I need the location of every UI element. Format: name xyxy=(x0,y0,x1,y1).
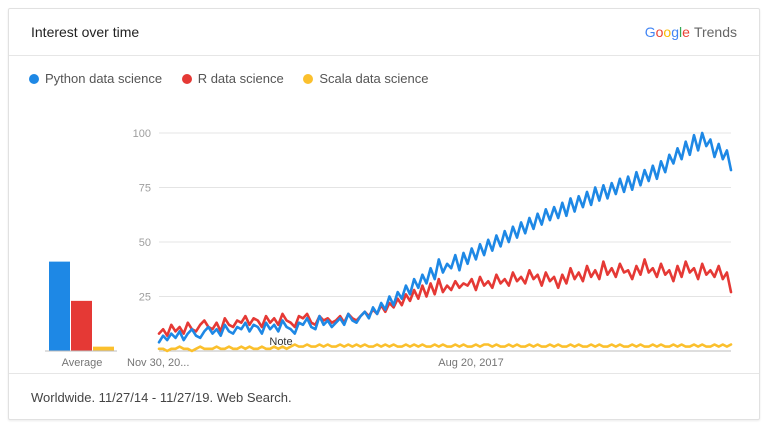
logo-letter: G xyxy=(644,24,656,40)
x-tick-label: Nov 30, 20... xyxy=(127,357,189,369)
chart-plot: 25 50 75 100 Note Nov 30, 20... Aug 20, 2017 Av… xyxy=(45,128,733,369)
trends-card: Interest over time Google Trends Python d… xyxy=(8,8,760,420)
average-bar-2 xyxy=(93,346,114,351)
logo-letter: l xyxy=(679,24,683,40)
note-annotation: Note xyxy=(269,336,292,348)
card-header: Interest over time Google Trends xyxy=(9,9,759,56)
logo-letter: o xyxy=(663,24,672,40)
series-line-2 xyxy=(157,343,733,353)
logo-letter: o xyxy=(655,24,664,40)
y-tick-label: 50 xyxy=(139,237,151,249)
logo-letter: e xyxy=(682,24,690,40)
legend-dot-icon xyxy=(303,74,314,84)
legend-dot-icon xyxy=(181,74,192,84)
chart-legend: Python data science R data science Scala… xyxy=(29,71,444,86)
legend-label: Scala data science xyxy=(319,71,429,86)
y-tick-label: 25 xyxy=(139,292,151,304)
y-tick-label: 75 xyxy=(139,183,151,195)
card-title: Interest over time xyxy=(31,24,140,40)
average-bar-0 xyxy=(49,261,70,351)
google-trends-logo: Google Trends xyxy=(645,24,737,40)
legend-item-scala[interactable]: Scala data science xyxy=(303,71,428,86)
legend-item-r[interactable]: R data science xyxy=(181,71,284,86)
footer-caption: Worldwide. 11/27/14 - 11/27/19. Web Sear… xyxy=(31,390,292,405)
series-line-1 xyxy=(157,258,733,338)
legend-dot-icon xyxy=(29,74,39,84)
series-line-0 xyxy=(157,131,733,344)
card-footer: Worldwide. 11/27/14 - 11/27/19. Web Sear… xyxy=(9,373,759,420)
legend-label: Python data science xyxy=(45,71,163,86)
legend-item-python[interactable]: Python data science xyxy=(29,71,162,86)
logo-letter: g xyxy=(671,24,680,40)
legend-label: R data science xyxy=(197,71,284,86)
logo-trends-word: Trends xyxy=(693,24,737,40)
average-label: Average xyxy=(62,357,103,369)
average-bar-1 xyxy=(71,300,92,351)
y-tick-label: 100 xyxy=(133,128,151,140)
x-tick-label: Aug 20, 2017 xyxy=(438,357,503,369)
